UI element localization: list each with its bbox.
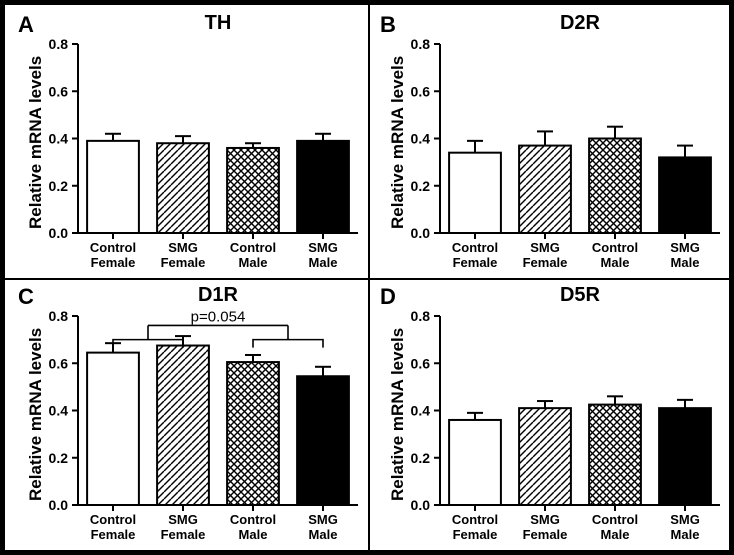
chart-svg: 0.0 0.2 0.4 0.6 0.8 p=0.054 <box>10 282 368 550</box>
svg-text:0.0: 0.0 <box>49 497 69 513</box>
divider-horizontal <box>5 278 729 280</box>
bar <box>449 420 501 505</box>
panel-C: CD1RRelative mRNA levels0.00.20.40.60.8p… <box>10 282 368 550</box>
svg-text:0.8: 0.8 <box>411 308 431 324</box>
svg-text:0.6: 0.6 <box>49 83 69 99</box>
chart-svg: 0.0 0.2 0.4 0.6 0.8 <box>372 10 730 278</box>
x-tick-label: SMGFemale <box>148 513 218 542</box>
x-tick-label: ControlFemale <box>440 513 510 542</box>
bar <box>589 139 641 234</box>
bar <box>297 376 349 505</box>
bar <box>227 362 279 505</box>
divider-vertical <box>368 5 370 550</box>
x-tick-label: SMGFemale <box>510 513 580 542</box>
svg-text:0.4: 0.4 <box>49 403 69 419</box>
bar <box>659 157 711 233</box>
panel-B: BD2RRelative mRNA levels0.00.20.40.60.8C… <box>372 10 730 278</box>
figure-container: ATHRelative mRNA levels0.00.20.40.60.8Co… <box>0 0 734 555</box>
x-tick-label: SMGMale <box>288 513 358 542</box>
x-tick-label: ControlFemale <box>78 513 148 542</box>
panel-D: DD5RRelative mRNA levels0.00.20.40.60.8C… <box>372 282 730 550</box>
svg-text:0.2: 0.2 <box>49 178 69 194</box>
bar <box>519 146 571 233</box>
x-tick-label: ControlFemale <box>78 241 148 270</box>
bar <box>87 141 139 233</box>
svg-text:0.6: 0.6 <box>411 355 431 371</box>
bar <box>157 143 209 233</box>
x-tick-label: ControlMale <box>218 513 288 542</box>
svg-text:0.8: 0.8 <box>49 36 69 52</box>
bar <box>87 353 139 505</box>
svg-text:0.6: 0.6 <box>49 355 69 371</box>
chart-svg: 0.0 0.2 0.4 0.6 0.8 <box>10 10 368 278</box>
svg-text:p=0.054: p=0.054 <box>191 308 246 325</box>
svg-text:0.2: 0.2 <box>411 450 431 466</box>
x-tick-label: ControlMale <box>580 241 650 270</box>
bar <box>519 408 571 505</box>
svg-text:0.4: 0.4 <box>411 131 431 147</box>
x-tick-label: ControlMale <box>218 241 288 270</box>
panel-A: ATHRelative mRNA levels0.00.20.40.60.8Co… <box>10 10 368 278</box>
svg-text:0.0: 0.0 <box>411 497 431 513</box>
x-tick-label: SMGFemale <box>148 241 218 270</box>
x-tick-label: SMGMale <box>650 513 720 542</box>
bar <box>659 408 711 505</box>
svg-text:0.2: 0.2 <box>49 450 69 466</box>
bar <box>589 405 641 505</box>
svg-text:0.0: 0.0 <box>49 225 69 241</box>
svg-text:0.4: 0.4 <box>411 403 431 419</box>
svg-text:0.2: 0.2 <box>411 178 431 194</box>
svg-text:0.4: 0.4 <box>49 131 69 147</box>
bar <box>157 346 209 505</box>
x-tick-label: SMGMale <box>650 241 720 270</box>
svg-text:0.6: 0.6 <box>411 83 431 99</box>
svg-text:0.0: 0.0 <box>411 225 431 241</box>
bar <box>297 141 349 233</box>
chart-svg: 0.0 0.2 0.4 0.6 0.8 <box>372 282 730 550</box>
svg-text:0.8: 0.8 <box>49 308 69 324</box>
bar <box>449 153 501 233</box>
x-tick-label: SMGFemale <box>510 241 580 270</box>
x-tick-label: SMGMale <box>288 241 358 270</box>
svg-text:0.8: 0.8 <box>411 36 431 52</box>
x-tick-label: ControlFemale <box>440 241 510 270</box>
x-tick-label: ControlMale <box>580 513 650 542</box>
bar <box>227 148 279 233</box>
